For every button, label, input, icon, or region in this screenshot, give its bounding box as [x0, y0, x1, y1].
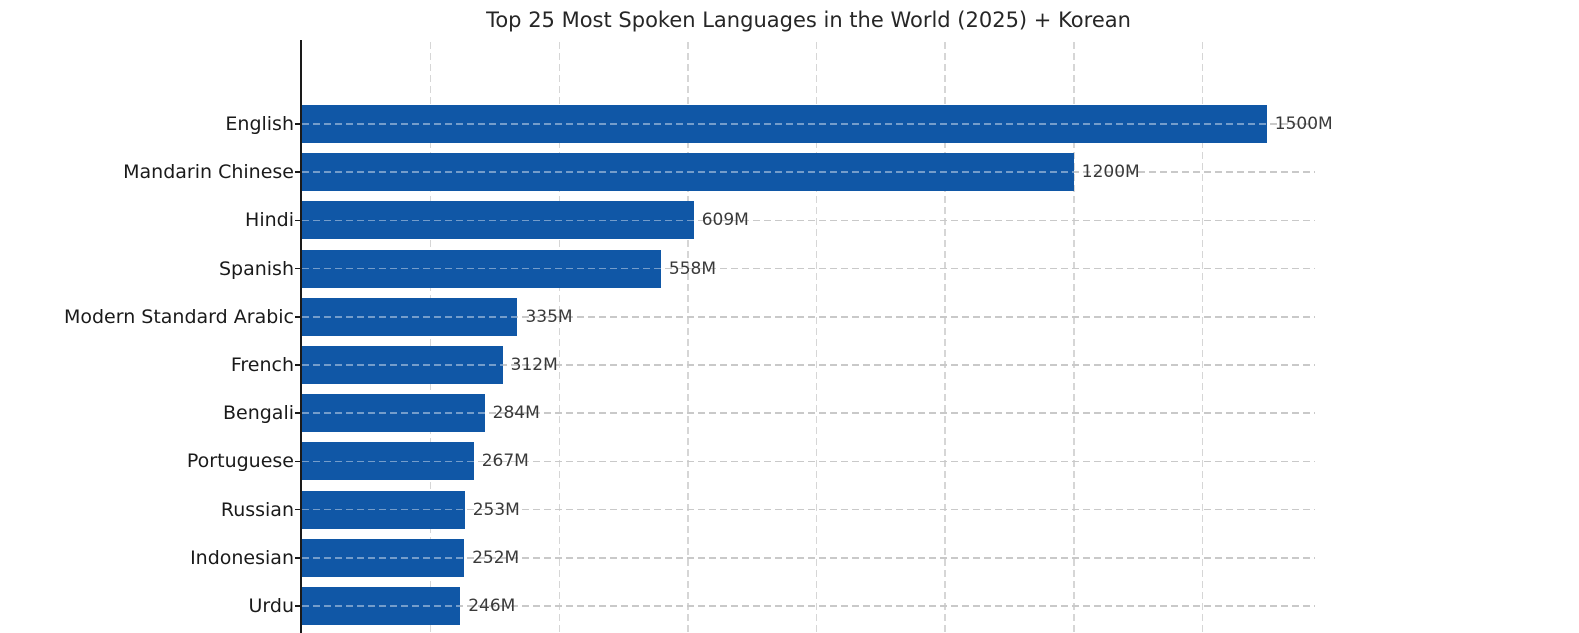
y-tick-label: Urdu — [248, 595, 295, 617]
y-tick-label: Spanish — [218, 257, 294, 280]
value-label: 267M — [481, 451, 529, 472]
y-tick-label: Bengali — [222, 402, 294, 425]
value-label: 312M — [510, 355, 558, 375]
bar-gridline-overlay — [302, 557, 465, 559]
y-tick-label: Modern Standard Arabic — [63, 305, 294, 328]
y-tick-mark — [295, 267, 302, 270]
y-tick-mark — [295, 316, 302, 318]
value-label: 252M — [472, 547, 520, 568]
bar-gridline-overlay — [302, 605, 461, 607]
y-gridline — [302, 412, 1315, 414]
bar — [302, 105, 1267, 143]
bar-gridline-overlay — [302, 219, 694, 222]
y-tick-mark — [295, 557, 302, 559]
y-tick-mark — [295, 460, 302, 463]
chart-title: Top 25 Most Spoken Languages in the Worl… — [486, 8, 1131, 32]
y-gridline — [302, 460, 1315, 463]
bar-gridline-overlay — [302, 412, 485, 414]
bar-gridline-overlay — [302, 364, 503, 366]
x-gridline — [1201, 42, 1204, 633]
y-tick-label: Portuguese — [186, 450, 294, 473]
bar — [302, 297, 518, 336]
bar — [302, 346, 503, 384]
y-tick-mark — [295, 219, 302, 222]
x-gridline — [558, 42, 561, 633]
bar — [302, 538, 465, 577]
x-gridline — [815, 42, 818, 633]
bar — [302, 201, 694, 240]
y-tick-mark — [295, 508, 302, 511]
value-label: 284M — [492, 403, 540, 424]
y-tick-mark — [295, 171, 302, 173]
y-gridline — [302, 508, 1315, 511]
bar-gridline-overlay — [302, 267, 661, 270]
y-tick-label: French — [230, 354, 294, 376]
bar — [302, 490, 465, 529]
y-tick-label: Russian — [220, 498, 294, 521]
x-gridline — [687, 42, 689, 633]
bar — [302, 587, 461, 625]
value-label: 1200M — [1081, 162, 1140, 183]
bar — [302, 442, 474, 481]
y-axis-spine — [300, 40, 302, 633]
value-label: 335M — [525, 306, 573, 327]
y-tick-mark — [295, 364, 302, 366]
value-label: 609M — [701, 210, 749, 231]
y-tick-label: Indonesian — [190, 546, 294, 569]
bar-gridline-overlay — [302, 508, 465, 511]
plot-area: 1500M 1200M 609M 558M 335M 312M 284M 267M 253M 25… — [302, 42, 1333, 633]
bar-gridline-overlay — [302, 123, 1267, 125]
x-gridline — [1073, 42, 1075, 633]
y-gridline — [302, 605, 1315, 607]
y-tick-label: Hindi — [245, 209, 294, 232]
y-tick-mark — [295, 605, 302, 607]
bar — [302, 394, 485, 433]
bar-gridline-overlay — [302, 171, 1074, 173]
x-gridline — [944, 42, 946, 633]
y-tick-mark — [295, 123, 302, 125]
value-label: 253M — [472, 499, 520, 520]
bar — [302, 249, 661, 288]
value-label: 558M — [668, 258, 717, 279]
x-gridline — [429, 42, 432, 633]
y-gridline — [302, 557, 1315, 559]
value-label: 1500M — [1274, 114, 1333, 134]
y-gridline — [302, 267, 1315, 270]
y-tick-mark — [295, 412, 302, 414]
y-tick-label: Mandarin Chinese — [123, 161, 294, 184]
bar-gridline-overlay — [302, 316, 518, 318]
bar — [302, 153, 1074, 192]
y-gridline — [302, 219, 1315, 222]
y-tick-label: English — [225, 113, 294, 135]
y-gridline — [302, 364, 1315, 366]
y-gridline — [302, 316, 1315, 318]
value-label: 246M — [468, 596, 516, 616]
bar-gridline-overlay — [302, 460, 474, 463]
